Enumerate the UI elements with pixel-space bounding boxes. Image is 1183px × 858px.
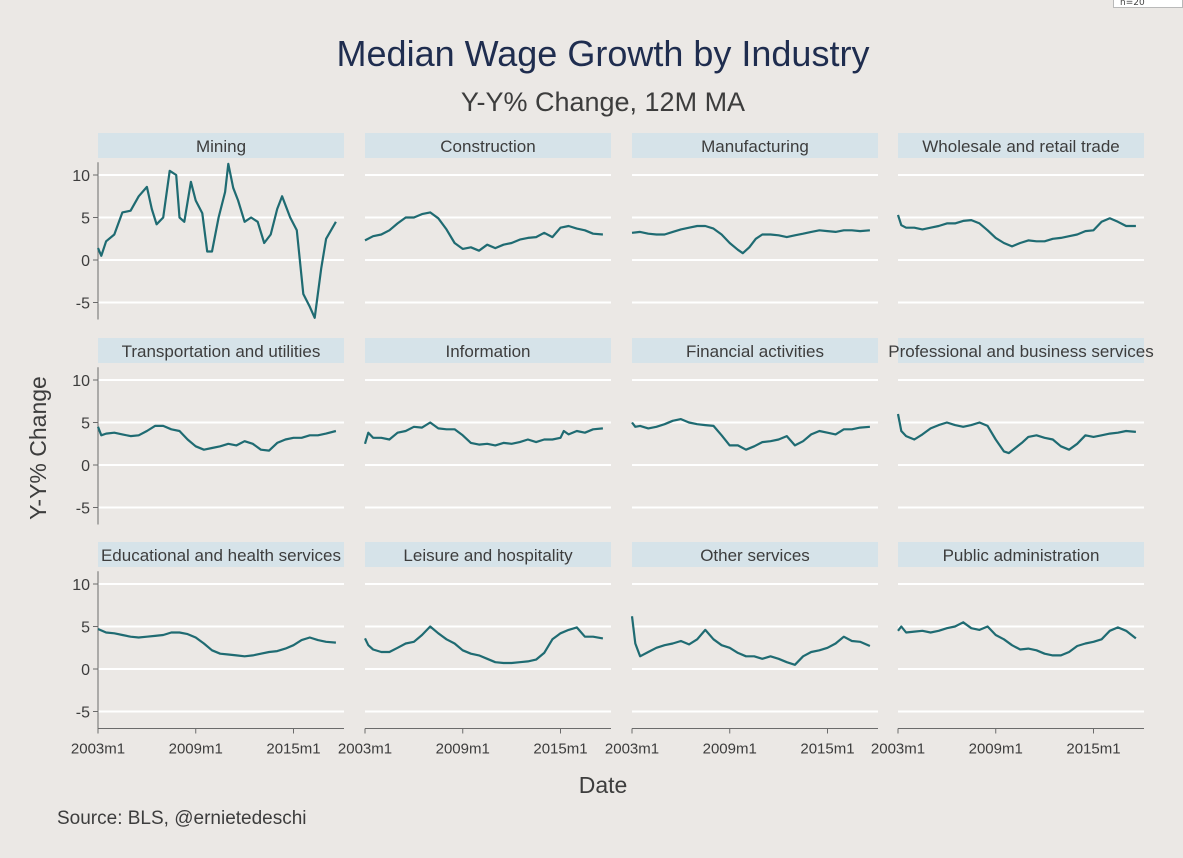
panel-strip-label: Professional and business services [888, 342, 1154, 361]
y-tick-label: 5 [81, 620, 90, 637]
y-tick-label: 5 [81, 211, 90, 228]
panel-other-services: Other services 2003m1 2009m1 2015m1 [605, 542, 878, 758]
panel-manufacturing: Manufacturing [631, 133, 878, 304]
series-line [896, 413, 1137, 455]
panels-group: Mining -5 0 5 10 Construction Manufacturing Who… [71, 133, 1154, 758]
x-tick-label: 2009m1 [169, 741, 223, 758]
x-tick-label: 2015m1 [800, 741, 854, 758]
series-line [631, 224, 870, 255]
y-tick-label: 0 [81, 458, 90, 475]
panel-strip [98, 542, 344, 567]
y-tick-label: -5 [76, 705, 90, 722]
panel-strip-label: Mining [196, 137, 246, 156]
x-axis-title: Date [579, 772, 628, 798]
panel-public-administration: Public administration 2003m1 2009m1 2015m1 [871, 542, 1144, 758]
y-tick-label: 5 [81, 416, 90, 433]
y-tick-label: 0 [81, 662, 90, 679]
series-line [363, 421, 604, 447]
chart-subtitle: Y-Y% Change, 12M MA [461, 87, 745, 117]
y-tick-label: 0 [81, 253, 90, 270]
panel-strip [365, 133, 611, 158]
y-tick-label: 10 [72, 577, 90, 594]
panel-strip-label: Construction [440, 137, 535, 156]
y-tick-label: 10 [72, 373, 90, 390]
series-line [630, 616, 871, 666]
x-tick-label: 2003m1 [605, 741, 659, 758]
panel-transportation-and-utilities: Transportation and utilities -5 0 5 10 [72, 338, 344, 525]
x-tick-label: 2009m1 [703, 741, 757, 758]
panel-construction: Construction [364, 133, 611, 304]
panel-strip [365, 338, 611, 363]
x-tick-label: 2003m1 [71, 741, 125, 758]
panel-strip [98, 133, 344, 158]
panel-leisure-and-hospitality: Leisure and hospitality 2003m1 2009m1 2015m… [338, 542, 611, 758]
panel-strip-label: Information [445, 342, 530, 361]
series-line [364, 625, 604, 665]
x-tick-label: 2009m1 [969, 741, 1023, 758]
panel-mining: Mining -5 0 5 10 [72, 133, 344, 320]
series-line [97, 627, 336, 658]
panel-strip-label: Leisure and hospitality [403, 546, 573, 565]
x-tick-label: 2009m1 [436, 741, 490, 758]
series-line [631, 418, 870, 451]
panel-strip [632, 133, 878, 158]
series-line [364, 211, 603, 252]
panel-professional-and-business-services: Professional and business services [888, 338, 1154, 509]
panel-strip [632, 542, 878, 567]
panel-strip-label: Other services [700, 546, 810, 565]
panel-strip-label: Public administration [943, 546, 1100, 565]
x-tick-label: 2015m1 [1066, 741, 1120, 758]
panel-strip [898, 542, 1144, 567]
series-line [896, 214, 1136, 248]
panel-strip [632, 338, 878, 363]
x-tick-label: 2003m1 [338, 741, 392, 758]
panel-strip [365, 542, 611, 567]
y-axis-title: Y-Y% Change [25, 376, 51, 520]
panel-information: Information [363, 338, 611, 509]
panel-strip-label: Transportation and utilities [122, 342, 321, 361]
panel-strip [98, 338, 344, 363]
y-tick-label: -5 [76, 296, 90, 313]
series-line [96, 424, 337, 452]
x-tick-label: 2015m1 [266, 741, 320, 758]
chart-title: Median Wage Growth by Industry [337, 33, 870, 74]
x-tick-label: 2003m1 [871, 741, 925, 758]
series-line [96, 162, 337, 319]
y-tick-label: 10 [72, 168, 90, 185]
y-tick-label: -5 [76, 501, 90, 518]
panel-strip [898, 338, 1144, 363]
panel-financial-activities: Financial activities [631, 338, 878, 509]
panel-strip-label: Financial activities [686, 342, 824, 361]
panel-strip [898, 133, 1144, 158]
panel-wholesale-and-retail-trade: Wholesale and retail trade [896, 133, 1144, 304]
panel-strip-label: Educational and health services [101, 546, 341, 565]
series-line [897, 621, 1137, 657]
panel-strip-label: Wholesale and retail trade [922, 137, 1120, 156]
panel-strip-label: Manufacturing [701, 137, 809, 156]
source-note: Source: BLS, @ernietedeschi [57, 808, 307, 829]
panel-educational-and-health-services: Educational and health services -5 0 5 10 200… [71, 542, 344, 758]
x-tick-label: 2015m1 [533, 741, 587, 758]
